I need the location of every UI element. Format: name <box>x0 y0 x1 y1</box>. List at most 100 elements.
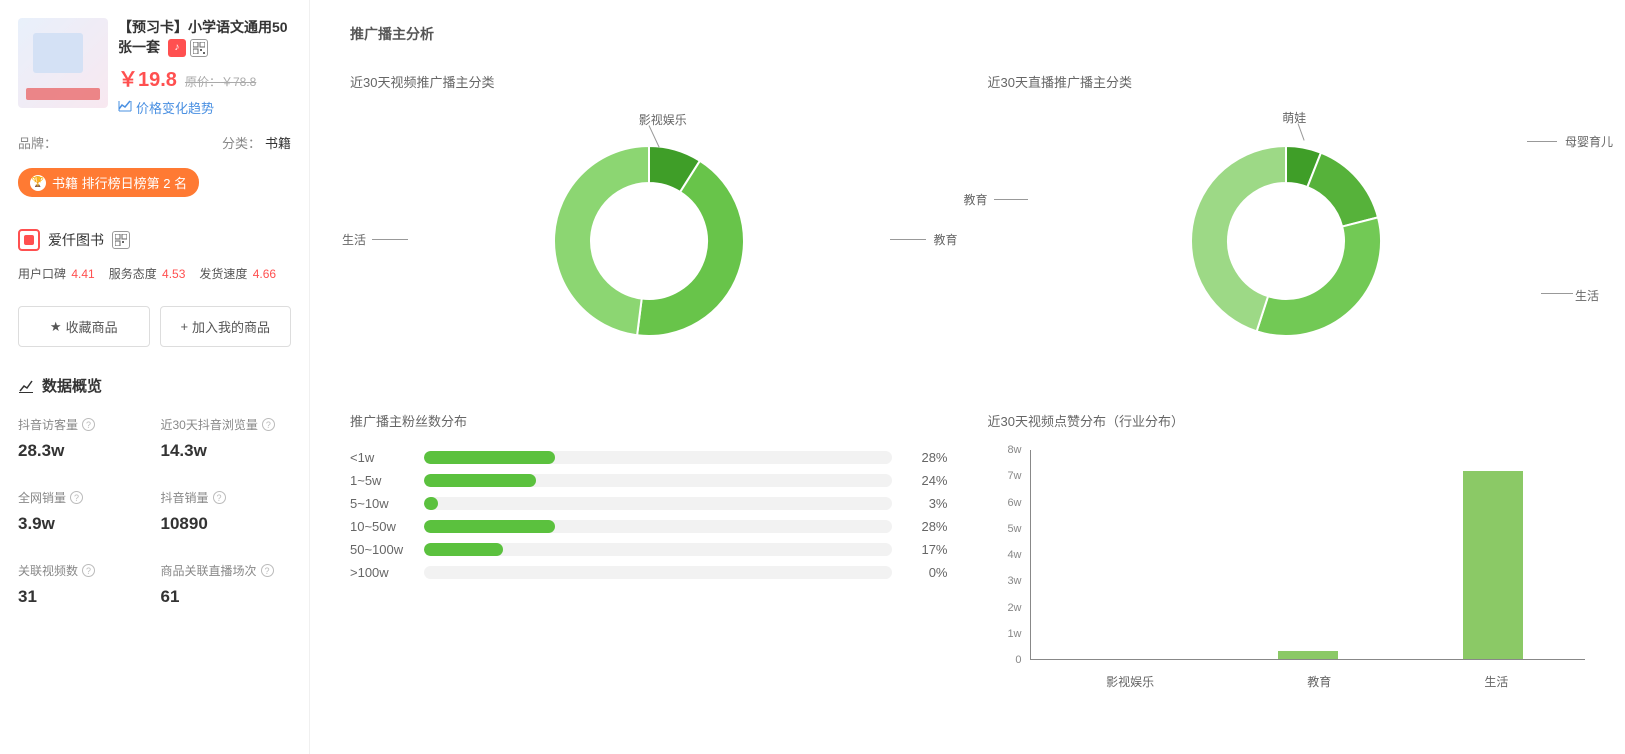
action-buttons: ★ 收藏商品 + 加入我的商品 <box>18 306 291 347</box>
help-icon[interactable]: ? <box>82 564 95 577</box>
stat-label: 全网销量 ? <box>18 489 149 506</box>
bar-track <box>424 451 892 464</box>
y-tick: 1w <box>1007 628 1021 640</box>
overview-header-text: 数据概览 <box>42 375 102 396</box>
price: ￥19.8 <box>118 63 177 92</box>
rank-badge-icon: 🏆 <box>30 175 46 191</box>
y-tick: 7w <box>1007 470 1021 482</box>
help-icon[interactable]: ? <box>82 418 95 431</box>
column-bar <box>1463 471 1523 659</box>
help-icon[interactable]: ? <box>213 491 226 504</box>
stat-value: 61 <box>161 587 292 607</box>
bar-label: >100w <box>350 565 412 580</box>
rank-badge[interactable]: 🏆 书籍 排行榜日榜第 2 名 <box>18 168 199 197</box>
donut1-labels: 影视娱乐教育生活 <box>350 111 948 371</box>
trend-link-text: 价格变化趋势 <box>136 98 214 117</box>
brand-label: 品牌： <box>18 136 57 151</box>
bar-label: 1~5w <box>350 473 412 488</box>
stat-value: 28.3w <box>18 441 149 461</box>
category-label: 分类： <box>222 136 261 151</box>
donut1-title: 近30天视频推广播主分类 <box>350 72 948 91</box>
bar-fill <box>424 451 555 464</box>
shop-qr-icon[interactable] <box>112 231 130 249</box>
rating-item: 用户口碑 4.41 <box>18 265 95 282</box>
stat-item: 近30天抖音浏览量 ? 14.3w <box>161 416 292 461</box>
price-trend-link[interactable]: 价格变化趋势 <box>118 98 291 117</box>
fanbars-panel: 推广播主粉丝数分布 <1w28%1~5w24%5~10w3%10~50w28%5… <box>350 411 948 690</box>
column-bar <box>1278 651 1338 659</box>
stat-item: 抖音销量 ? 10890 <box>161 489 292 534</box>
product-title: 【预习卡】小学语文通用50张一套 ♪ <box>118 18 291 57</box>
qr-icon[interactable] <box>190 39 208 57</box>
x-label: 影视娱乐 <box>1106 673 1154 690</box>
bar-track <box>424 566 892 579</box>
y-axis: 01w2w3w4w5w6w7w8w <box>988 450 1026 660</box>
donut-label: 教育 <box>964 191 988 208</box>
y-tick: 8w <box>1007 444 1021 456</box>
product-image[interactable] <box>18 18 108 108</box>
chart-icon <box>18 378 34 394</box>
y-tick: 6w <box>1007 497 1021 509</box>
donut2-labels: 萌娃母婴育儿生活教育 <box>988 111 1586 371</box>
bar-fill <box>424 520 555 533</box>
donut-label: 母婴育儿 <box>1565 133 1613 150</box>
bar-fill <box>424 474 536 487</box>
ratings: 用户口碑 4.41 服务态度 4.53 发货速度 4.66 <box>18 265 291 282</box>
column-title: 近30天视频点赞分布（行业分布） <box>988 411 1586 430</box>
help-icon[interactable]: ? <box>261 564 274 577</box>
rating-item: 发货速度 4.66 <box>199 265 276 282</box>
stat-value: 3.9w <box>18 514 149 534</box>
shop-name: 爱仟图书 <box>48 230 104 250</box>
bar-label: <1w <box>350 450 412 465</box>
bar-row: 5~10w 3% <box>350 496 948 511</box>
y-tick: 5w <box>1007 523 1021 535</box>
bar-value: 28% <box>904 519 948 534</box>
product-info: 【预习卡】小学语文通用50张一套 ♪ ￥19.8 原价：￥78.8 <box>118 18 291 117</box>
bar-value: 24% <box>904 473 948 488</box>
douyin-icon[interactable]: ♪ <box>168 39 186 57</box>
favorite-button[interactable]: ★ 收藏商品 <box>18 306 150 347</box>
rank-badge-text: 书籍 排行榜日榜第 2 名 <box>52 173 187 192</box>
y-tick: 3w <box>1007 575 1021 587</box>
stat-item: 关联视频数 ?31 <box>18 562 149 607</box>
overview-header: 数据概览 <box>18 375 291 396</box>
help-icon[interactable]: ? <box>70 491 83 504</box>
y-tick: 4w <box>1007 549 1021 561</box>
shop-icon <box>18 229 40 251</box>
rating-item: 服务态度 4.53 <box>109 265 186 282</box>
category-value[interactable]: 书籍 <box>265 136 291 151</box>
bar-fill <box>424 543 503 556</box>
meta-row: 品牌： 分类： 书籍 <box>18 133 291 152</box>
stat-label: 抖音销量 ? <box>161 489 292 506</box>
donut-label: 影视娱乐 <box>639 111 687 128</box>
bar-track <box>424 474 892 487</box>
add-product-button[interactable]: + 加入我的商品 <box>160 306 292 347</box>
stat-item: 全网销量 ? 3.9w <box>18 489 149 534</box>
bar-row: <1w 28% <box>350 450 948 465</box>
shop-row[interactable]: 爱仟图书 <box>18 229 291 251</box>
donut2-title: 近30天直播推广播主分类 <box>988 72 1586 91</box>
bar-row: 1~5w 24% <box>350 473 948 488</box>
stat-value: 10890 <box>161 514 292 534</box>
donut-label: 生活 <box>342 231 366 248</box>
stat-label: 近30天抖音浏览量 ? <box>161 416 292 433</box>
column-panel: 近30天视频点赞分布（行业分布） 01w2w3w4w5w6w7w8w 影视娱乐教… <box>988 411 1586 690</box>
bar-value: 28% <box>904 450 948 465</box>
stat-value: 14.3w <box>161 441 292 461</box>
fanbars-title: 推广播主粉丝数分布 <box>350 411 948 430</box>
donut1-panel: 近30天视频推广播主分类 影视娱乐教育生活 <box>350 72 948 371</box>
trend-icon <box>118 99 132 116</box>
donut-row: 近30天视频推广播主分类 影视娱乐教育生活 近30天直播推广播主分类 萌娃母婴育… <box>350 72 1585 371</box>
bar-value: 0% <box>904 565 948 580</box>
y-tick: 2w <box>1007 602 1021 614</box>
stat-label: 商品关联直播场次 ? <box>161 562 292 579</box>
stat-label: 抖音访客量 ? <box>18 416 149 433</box>
help-icon[interactable]: ? <box>262 418 275 431</box>
stats-grid: 抖音访客量 ? 28.3w 近30天抖音浏览量 ? 14.3w 全网销量 ? 3.9w 抖音… <box>18 416 291 607</box>
bar-label: 5~10w <box>350 496 412 511</box>
donut2-panel: 近30天直播推广播主分类 萌娃母婴育儿生活教育 <box>988 72 1586 371</box>
columns <box>1031 450 1586 659</box>
bar-track <box>424 497 892 510</box>
bar-track <box>424 543 892 556</box>
bar-value: 3% <box>904 496 948 511</box>
